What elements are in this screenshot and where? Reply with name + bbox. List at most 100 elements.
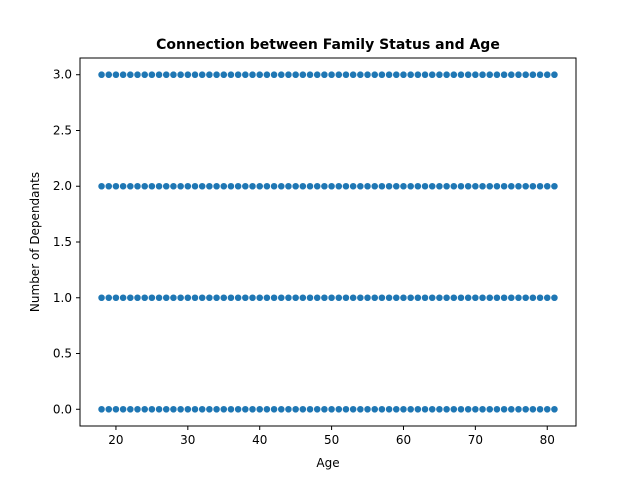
data-point	[133, 405, 142, 414]
x-tick-label: 80	[540, 433, 555, 447]
data-point	[514, 70, 523, 79]
data-point	[255, 405, 264, 414]
data-point	[500, 70, 509, 79]
data-point	[147, 70, 156, 79]
data-point	[205, 182, 214, 191]
data-point	[471, 70, 480, 79]
data-point	[183, 70, 192, 79]
data-point	[212, 70, 221, 79]
data-point	[241, 293, 250, 302]
data-point	[536, 405, 544, 414]
data-point	[147, 182, 156, 191]
data-point	[291, 70, 300, 79]
data-point	[112, 182, 120, 191]
data-point	[262, 182, 271, 191]
data-point	[385, 405, 393, 414]
data-point	[126, 405, 135, 414]
data-point	[457, 182, 465, 191]
data-point	[119, 70, 128, 79]
data-point	[471, 182, 480, 191]
data-point	[485, 293, 494, 302]
data-point	[493, 405, 501, 414]
data-point	[428, 182, 437, 191]
data-point	[385, 293, 393, 302]
data-point	[262, 405, 271, 414]
data-point	[227, 405, 235, 414]
data-point	[248, 405, 257, 414]
data-point	[306, 182, 314, 191]
data-point	[349, 182, 358, 191]
data-point	[277, 293, 286, 302]
data-point	[284, 70, 293, 79]
x-axis-ticks: 20 30 40 50 60 70 80	[108, 426, 555, 447]
data-point	[550, 182, 559, 191]
data-point	[97, 182, 106, 191]
data-point	[406, 182, 415, 191]
data-point	[227, 293, 235, 302]
data-point	[442, 293, 451, 302]
data-point	[349, 405, 358, 414]
data-point	[205, 293, 214, 302]
y-axis-label: Number of Dependants	[28, 172, 42, 312]
data-point	[550, 70, 559, 79]
data-point	[485, 70, 494, 79]
data-point	[277, 405, 286, 414]
data-point	[227, 70, 235, 79]
data-point	[442, 182, 451, 191]
data-point	[234, 70, 243, 79]
data-point	[169, 293, 178, 302]
data-point	[349, 293, 358, 302]
data-point	[543, 405, 552, 414]
data-point	[342, 293, 350, 302]
data-point	[191, 182, 199, 191]
data-point	[298, 182, 307, 191]
data-point	[485, 405, 494, 414]
data-point	[212, 182, 221, 191]
data-point	[248, 293, 257, 302]
data-point	[478, 182, 487, 191]
data-point	[378, 293, 386, 302]
data-point	[205, 70, 214, 79]
data-point	[277, 70, 286, 79]
data-point	[449, 293, 458, 302]
data-point	[327, 405, 336, 414]
data-point	[320, 182, 329, 191]
data-point	[342, 182, 350, 191]
data-point	[248, 182, 257, 191]
data-point	[413, 182, 422, 191]
data-point	[507, 405, 516, 414]
data-point	[378, 405, 386, 414]
data-point	[248, 70, 257, 79]
y-tick-label: 0.5	[53, 347, 72, 361]
y-tick-label: 1.0	[53, 291, 72, 305]
data-point	[421, 182, 429, 191]
data-point	[183, 182, 192, 191]
data-point	[234, 182, 243, 191]
data-point	[543, 70, 552, 79]
data-point	[313, 405, 322, 414]
data-point	[349, 70, 358, 79]
data-point	[147, 405, 156, 414]
data-point	[413, 293, 422, 302]
data-point	[97, 405, 106, 414]
data-point	[306, 70, 314, 79]
data-point	[464, 293, 473, 302]
data-point	[356, 70, 365, 79]
data-point	[140, 405, 149, 414]
data-point	[176, 182, 185, 191]
data-point	[140, 70, 149, 79]
data-point	[421, 405, 429, 414]
data-point	[370, 70, 379, 79]
data-point	[478, 293, 487, 302]
data-point	[219, 70, 228, 79]
data-point	[435, 182, 444, 191]
data-point	[464, 70, 473, 79]
data-point	[284, 293, 293, 302]
data-point	[500, 405, 509, 414]
data-point	[442, 405, 451, 414]
data-point	[291, 405, 300, 414]
data-point	[507, 182, 516, 191]
data-point	[126, 70, 135, 79]
data-point	[457, 293, 465, 302]
data-point	[363, 182, 372, 191]
